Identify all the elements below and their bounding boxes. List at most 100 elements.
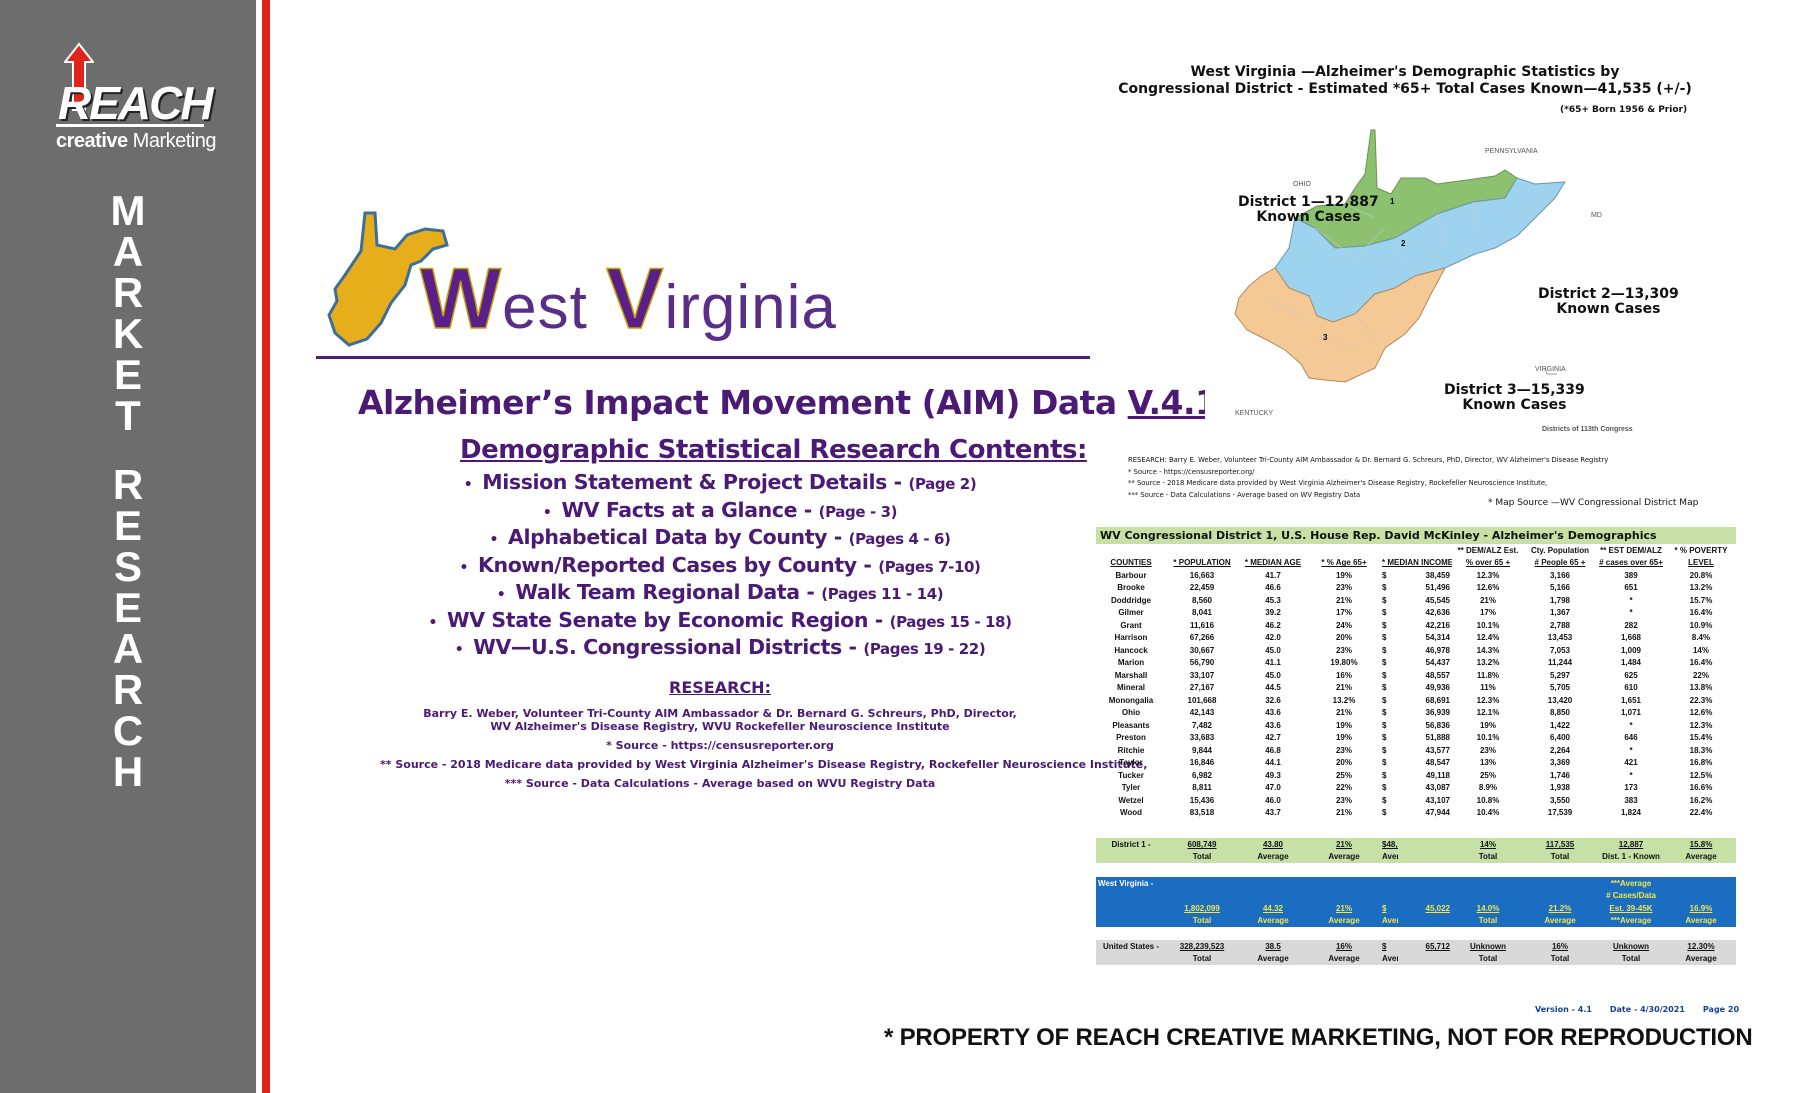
table-cell: 1,484 xyxy=(1620,658,1642,668)
county-table: ** DEM/ALZ Est. Cty. Population ** EST DEM… xyxy=(1096,544,1736,819)
table-cell: 1,367 xyxy=(1549,608,1571,618)
table-cell: Unknown xyxy=(1596,940,1666,953)
research-note-line: * Source - https://censusreporter.org/ xyxy=(1128,467,1255,476)
table-cell: 30,667 xyxy=(1189,645,1215,655)
district-table: WV Congressional District 1, U.S. House … xyxy=(1096,527,1736,819)
table-row: Grant 11,616 46.2 24% $42,216 10.1% 2,788 282 10… xyxy=(1096,619,1736,632)
state-label-maryland: MD xyxy=(1591,212,1602,219)
table-cell: 43,577 xyxy=(1425,745,1450,755)
table-cell: 12.3% xyxy=(1689,720,1713,730)
table-cell: 1,668 xyxy=(1620,633,1642,643)
table-cell: West Virginia - xyxy=(1098,878,1154,888)
table-cell: 45.3 xyxy=(1265,595,1281,605)
table-cell: Average xyxy=(1382,916,1398,926)
table-cell: 13.2% xyxy=(1332,695,1356,705)
table-cell: 38,459 xyxy=(1425,570,1450,580)
united-states-summary: United States -328,239,523 38.5 16% $65,712… xyxy=(1096,940,1736,965)
table-cell: Taylor xyxy=(1119,758,1143,768)
table-cell: 46.8 xyxy=(1265,745,1281,755)
summary-row: United States -328,239,523 38.5 16% $65,712… xyxy=(1096,940,1736,953)
table-cell xyxy=(1096,952,1166,965)
table-row: Doddridge 8,560 45.3 21% $45,545 21% 1,798 * 15.… xyxy=(1096,594,1736,607)
table-cell: 8.4% xyxy=(1691,633,1711,643)
table-cell: 14% xyxy=(1692,645,1709,655)
table-cell: $ xyxy=(1382,633,1387,643)
map-title: West Virginia —Alzheimer's Demographic S… xyxy=(1118,64,1692,97)
table-cell: 389 xyxy=(1624,570,1638,580)
table-cell: 12.3% xyxy=(1476,695,1500,705)
table-cell: 610 xyxy=(1624,683,1638,693)
table-cell xyxy=(1666,890,1736,903)
table-cell: 43.6 xyxy=(1265,720,1281,730)
table-cell: $ xyxy=(1382,808,1387,818)
table-cell xyxy=(1398,952,1452,965)
table-cell: 12,887 xyxy=(1596,838,1666,851)
research-note-line: RESEARCH: Barry E. Weber, Volunteer Tri-… xyxy=(1128,456,1609,464)
table-cell: 14% xyxy=(1452,838,1524,851)
table-cell: 45,022 xyxy=(1425,903,1450,913)
table-row: Barbour 16,663 41.7 19% $38,459 12.3% 3,166 389… xyxy=(1096,569,1736,582)
wv-state-shape-icon xyxy=(327,211,449,347)
summary-row: West Virginia - ***Average xyxy=(1096,877,1736,890)
table-cell: 22.4% xyxy=(1689,808,1713,818)
logo-underline xyxy=(56,124,204,127)
table-cell: $ xyxy=(1382,758,1387,768)
table-cell: 17% xyxy=(1479,608,1496,618)
table-cell: 21% xyxy=(1335,808,1352,818)
state-label-ohio: OHIO xyxy=(1293,181,1311,188)
table-cell: 42,143 xyxy=(1189,708,1215,718)
column-header: * MEDIAN INCOME xyxy=(1382,558,1452,568)
table-cell xyxy=(1096,915,1166,928)
table-cell: Ritchie xyxy=(1117,745,1145,755)
district-map-svg: 1 2 3 xyxy=(1205,118,1625,453)
column-header: * MEDIAN AGE xyxy=(1244,558,1302,568)
column-header xyxy=(1096,544,1166,557)
table-cell: Total xyxy=(1524,952,1596,965)
table-cell: 46.2 xyxy=(1265,620,1281,630)
table-cell: 67,266 xyxy=(1189,633,1215,643)
toc-item: • Mission Statement & Project Details - (… xyxy=(463,470,977,494)
table-cell: 13,420 xyxy=(1547,695,1573,705)
table-cell: 13.2% xyxy=(1476,658,1500,668)
column-header: COUNTIES xyxy=(1110,558,1152,568)
table-cell xyxy=(1096,850,1166,863)
table-cell: 1,938 xyxy=(1549,783,1571,793)
table-cell: 65,712 xyxy=(1398,940,1452,953)
column-header xyxy=(1238,544,1308,557)
table-cell: Wood xyxy=(1119,808,1143,818)
table-cell: 54,437 xyxy=(1425,658,1450,668)
table-cell: 19% xyxy=(1479,720,1496,730)
column-header: * % Age 65+ xyxy=(1321,558,1367,568)
table-cell: 16.6% xyxy=(1689,783,1713,793)
table-cell: Gilmer xyxy=(1118,608,1144,618)
aim-title: Alzheimer’s Impact Movement (AIM) Data V… xyxy=(358,383,1231,422)
table-cell: ***Average xyxy=(1610,916,1652,926)
table-cell xyxy=(1524,890,1596,903)
table-cell: 14.3% xyxy=(1476,645,1500,655)
table-cell xyxy=(1398,915,1452,928)
table-cell: 8,041 xyxy=(1191,608,1213,618)
table-cell: Grant xyxy=(1120,620,1142,630)
table-cell: Unknown xyxy=(1452,940,1524,953)
table-row: Marion 56,790 41.1 19.80% $54,437 13.2% 11,244… xyxy=(1096,657,1736,670)
table-cell: 3,550 xyxy=(1549,795,1571,805)
table-cell: 44.5 xyxy=(1265,683,1281,693)
svg-text:2: 2 xyxy=(1401,239,1406,248)
source-line: * Source - https://censusreporter.org xyxy=(606,739,834,752)
table-cell: 15,436 xyxy=(1189,795,1215,805)
table-cell: $ xyxy=(1382,745,1387,755)
table-cell: 16.4% xyxy=(1689,658,1713,668)
table-cell: 49.3 xyxy=(1265,770,1281,780)
table-cell: 32.6 xyxy=(1265,695,1281,705)
table-cell: 2,264 xyxy=(1549,745,1571,755)
table-cell: 44.1 xyxy=(1265,758,1281,768)
table-cell: 23% xyxy=(1335,745,1352,755)
table-cell: 8.9% xyxy=(1478,783,1498,793)
table-cell: ***Average xyxy=(1610,878,1652,888)
table-cell: 608,749 xyxy=(1166,838,1238,851)
table-cell: 22% xyxy=(1692,670,1709,680)
column-header: LEVEL xyxy=(1688,558,1714,568)
column-header xyxy=(1380,544,1452,557)
table-cell xyxy=(1096,902,1166,915)
